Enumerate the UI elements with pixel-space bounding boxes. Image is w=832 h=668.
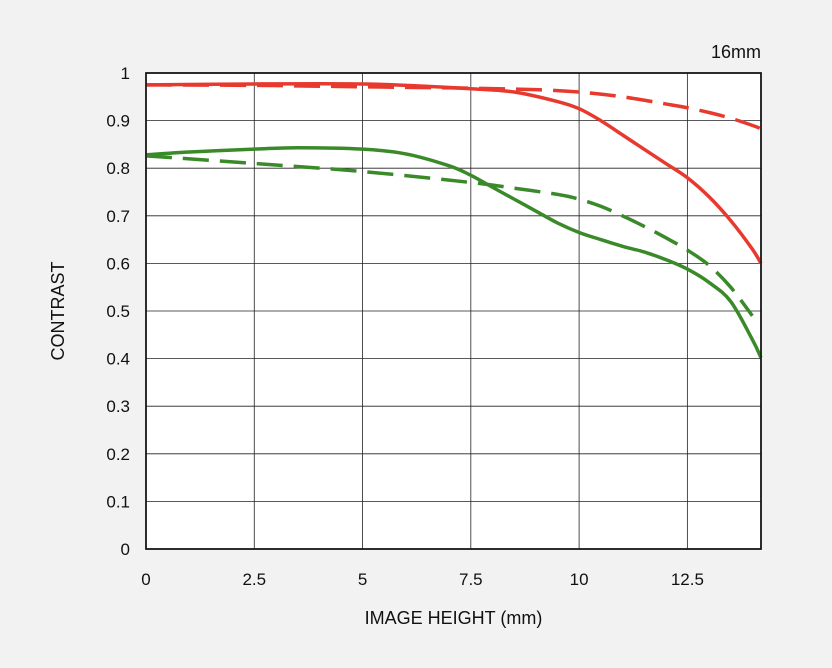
x-tick-label: 0 xyxy=(141,570,150,589)
x-tick-label: 2.5 xyxy=(242,570,266,589)
y-tick-label: 0.9 xyxy=(106,112,130,131)
x-tick-label: 10 xyxy=(570,570,589,589)
corner-label: 16mm xyxy=(711,42,761,62)
y-tick-label: 0.1 xyxy=(106,492,130,511)
x-tick-label: 12.5 xyxy=(671,570,704,589)
series-line-green-dashed xyxy=(145,154,754,317)
y-tick-label: 0.5 xyxy=(106,302,130,321)
x-tick-labels: 0 2.5 5 7.5 10 12.5 xyxy=(141,570,704,589)
series-line-red-solid xyxy=(145,81,763,265)
series-lines xyxy=(145,81,763,359)
plot-border xyxy=(145,72,762,550)
y-axis-title: CONTRAST xyxy=(48,261,68,360)
y-tick-label: 0.2 xyxy=(106,445,130,464)
y-tick-label: 0.3 xyxy=(106,397,130,416)
x-tick-label: 5 xyxy=(358,570,367,589)
x-axis-title: IMAGE HEIGHT (mm) xyxy=(365,608,543,628)
y-tick-labels: 0 0.1 0.2 0.3 0.4 0.5 0.6 0.7 0.8 0.9 1 xyxy=(106,64,130,559)
y-tick-label: 0.6 xyxy=(106,254,130,273)
y-tick-label: 0.4 xyxy=(106,350,130,369)
y-tick-label: 0 xyxy=(121,540,130,559)
series-line-red-dashed xyxy=(145,83,762,131)
y-tick-label: 0.8 xyxy=(106,159,130,178)
y-tick-label: 0.7 xyxy=(106,207,130,226)
grid-lines xyxy=(146,73,761,549)
y-tick-label: 1 xyxy=(121,64,130,83)
x-tick-label: 7.5 xyxy=(459,570,483,589)
series-line-green-solid xyxy=(145,145,763,359)
